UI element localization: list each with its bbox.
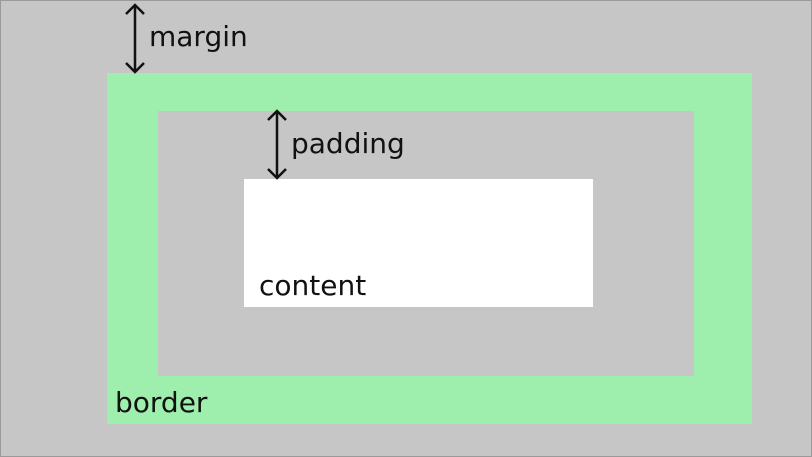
margin-label: margin: [149, 20, 248, 53]
content-area: [244, 179, 593, 307]
margin-double-arrow-icon: [125, 3, 145, 74]
border-label: border: [115, 386, 208, 419]
padding-label: padding: [291, 127, 405, 160]
padding-double-arrow-icon: [267, 109, 287, 180]
content-label: content: [259, 269, 367, 302]
